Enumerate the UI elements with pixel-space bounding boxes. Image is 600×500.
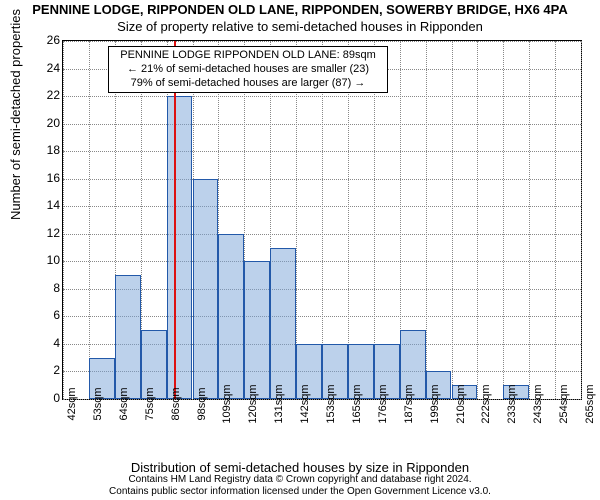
gridline-v — [529, 41, 530, 399]
y-tick-label: 16 — [30, 171, 60, 185]
histogram-bar — [167, 96, 193, 399]
gridline-v — [555, 41, 556, 399]
x-tick-label: 64sqm — [118, 387, 130, 420]
x-tick-label: 265sqm — [584, 384, 596, 423]
gridline-v — [426, 41, 427, 399]
gridline-v — [452, 41, 453, 399]
x-tick-label: 131sqm — [273, 384, 285, 423]
y-tick-label: 10 — [30, 253, 60, 267]
gridline-v — [89, 41, 90, 399]
footer-attribution: Contains HM Land Registry data © Crown c… — [0, 474, 600, 498]
histogram-bar — [244, 261, 270, 399]
chart-container: { "titles": { "main": "PENNINE LODGE, RI… — [0, 0, 600, 500]
y-tick-label: 2 — [30, 363, 60, 377]
y-tick-label: 22 — [30, 88, 60, 102]
x-tick-label: 243sqm — [532, 384, 544, 423]
y-tick-label: 4 — [30, 336, 60, 350]
y-tick-label: 8 — [30, 281, 60, 295]
annotation-line-2: ← 21% of semi-detached houses are smalle… — [113, 63, 383, 77]
x-tick-label: 109sqm — [221, 384, 233, 423]
chart-title-sub: Size of property relative to semi-detach… — [0, 19, 600, 34]
chart-title-main: PENNINE LODGE, RIPPONDEN OLD LANE, RIPPO… — [0, 2, 600, 17]
property-marker-line — [174, 41, 176, 399]
x-tick-label: 222sqm — [480, 384, 492, 423]
gridline-v — [63, 41, 64, 399]
x-tick-label: 75sqm — [144, 387, 156, 420]
plot-area — [62, 40, 582, 400]
x-tick-label: 254sqm — [558, 384, 570, 423]
gridline-v — [581, 41, 582, 399]
y-axis-label: Number of semi-detached properties — [8, 9, 23, 220]
histogram-bar — [115, 275, 141, 399]
x-tick-label: 233sqm — [506, 384, 518, 423]
annotation-line-3: 79% of semi-detached houses are larger (… — [113, 77, 383, 91]
x-tick-label: 165sqm — [351, 384, 363, 423]
x-tick-label: 176sqm — [377, 384, 389, 423]
y-tick-label: 6 — [30, 308, 60, 322]
footer-line-2: Contains public sector information licen… — [0, 486, 600, 498]
y-tick-label: 20 — [30, 116, 60, 130]
footer-line-1: Contains HM Land Registry data © Crown c… — [0, 474, 600, 486]
y-tick-label: 12 — [30, 226, 60, 240]
x-tick-label: 210sqm — [455, 384, 467, 423]
y-tick-label: 0 — [30, 391, 60, 405]
x-tick-label: 120sqm — [247, 384, 259, 423]
histogram-bar — [218, 234, 244, 399]
x-tick-label: 142sqm — [299, 384, 311, 423]
x-axis-label: Distribution of semi-detached houses by … — [0, 460, 600, 475]
gridline-v — [503, 41, 504, 399]
gridline-h — [63, 399, 581, 400]
histogram-bar — [193, 179, 219, 399]
histogram-bar — [270, 248, 296, 399]
x-tick-label: 53sqm — [92, 387, 104, 420]
x-tick-label: 153sqm — [325, 384, 337, 423]
x-tick-label: 98sqm — [196, 387, 208, 420]
y-tick-label: 14 — [30, 198, 60, 212]
y-tick-label: 18 — [30, 143, 60, 157]
y-tick-label: 26 — [30, 33, 60, 47]
annotation-line-1: PENNINE LODGE RIPPONDEN OLD LANE: 89sqm — [113, 49, 383, 63]
x-tick-label: 42sqm — [66, 387, 78, 420]
x-tick-label: 199sqm — [429, 384, 441, 423]
annotation-box: PENNINE LODGE RIPPONDEN OLD LANE: 89sqm←… — [108, 46, 388, 93]
gridline-v — [477, 41, 478, 399]
y-tick-label: 24 — [30, 61, 60, 75]
x-tick-label: 86sqm — [170, 387, 182, 420]
x-tick-label: 187sqm — [403, 384, 415, 423]
